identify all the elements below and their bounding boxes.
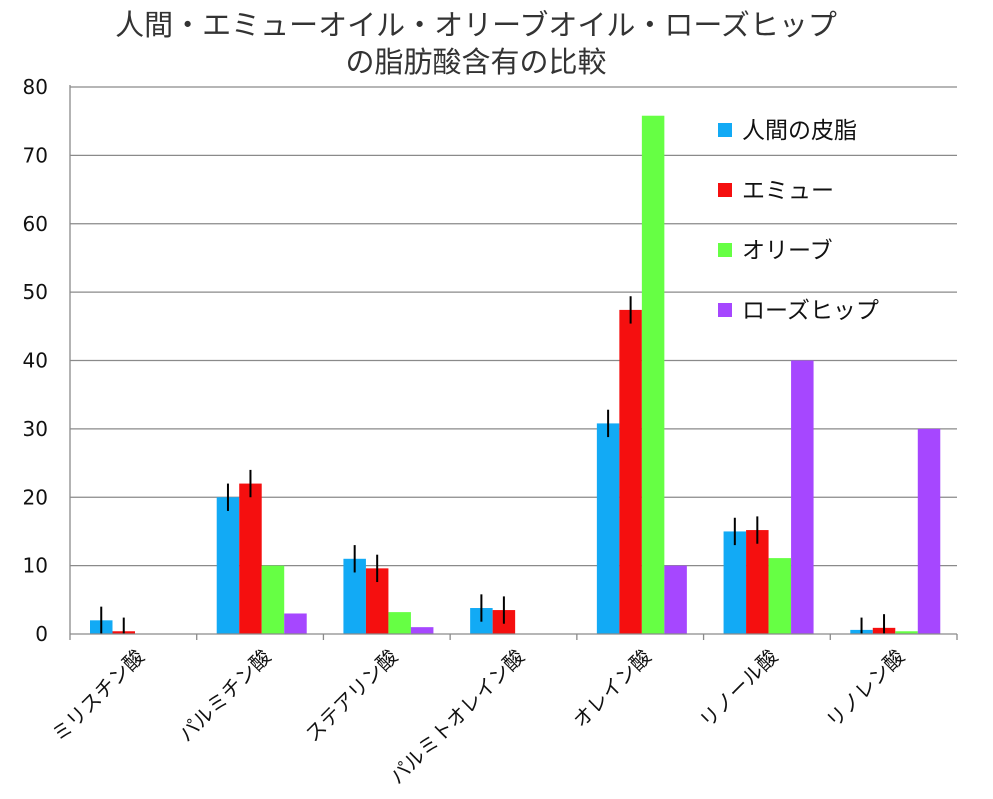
bar xyxy=(895,631,918,634)
bar xyxy=(664,565,687,634)
error-bars xyxy=(100,296,886,634)
bar xyxy=(917,428,941,634)
legend-label: エミュー xyxy=(742,178,834,204)
x-category-label: リノレン酸 xyxy=(821,645,909,733)
bar xyxy=(388,612,411,634)
legend-swatch xyxy=(718,123,732,137)
bar xyxy=(596,423,620,634)
x-category-label: パルミチン酸 xyxy=(174,645,276,747)
x-category-label: リノール酸 xyxy=(695,645,783,733)
bar xyxy=(284,613,307,634)
y-tick-label: 40 xyxy=(23,349,48,373)
legend-swatch xyxy=(718,243,732,257)
axes xyxy=(69,85,958,640)
legend-label: 人間の皮脂 xyxy=(742,118,857,144)
bar xyxy=(261,565,285,634)
y-tick-label: 60 xyxy=(23,212,48,236)
x-category-label: ステアリン酸 xyxy=(300,645,402,747)
legend-swatch xyxy=(718,183,732,197)
y-tick-label: 20 xyxy=(23,485,48,509)
bar xyxy=(365,568,389,634)
y-tick-label: 70 xyxy=(23,143,48,167)
bars xyxy=(90,115,941,634)
chart-title: 人間・エミューオイル・オリーブオイル・ローズヒップ の脂肪酸含有の比較 xyxy=(115,8,837,79)
bar xyxy=(619,309,642,634)
x-category-label: パルミトオレイン酸 xyxy=(385,645,529,789)
bar xyxy=(746,530,769,634)
bar xyxy=(216,497,240,634)
y-tick-label: 50 xyxy=(23,280,48,304)
y-tick-label: 0 xyxy=(35,622,48,646)
bar xyxy=(343,558,366,634)
y-tick-label: 10 xyxy=(23,554,48,578)
chart-title-line-2: の脂肪酸含有の比較 xyxy=(345,45,606,79)
bar xyxy=(723,531,747,634)
chart-title-line-1: 人間・エミューオイル・オリーブオイル・ローズヒップ xyxy=(115,8,837,42)
bar xyxy=(410,627,434,634)
gridlines xyxy=(70,86,957,567)
legend-label: ローズヒップ xyxy=(742,298,879,324)
y-axis-tick-labels: 0 10 20 30 40 50 60 70 80 xyxy=(23,75,48,646)
y-tick-label: 30 xyxy=(23,417,48,441)
y-tick-label: 80 xyxy=(23,75,48,99)
bar xyxy=(768,558,792,634)
bar xyxy=(239,483,262,634)
legend-label: オリーブ xyxy=(742,238,833,264)
x-category-label: オレイン酸 xyxy=(568,645,656,733)
bar xyxy=(791,360,814,634)
x-category-label: ミリスチン酸 xyxy=(47,645,149,747)
bar xyxy=(641,115,665,634)
legend-swatch xyxy=(718,303,732,317)
